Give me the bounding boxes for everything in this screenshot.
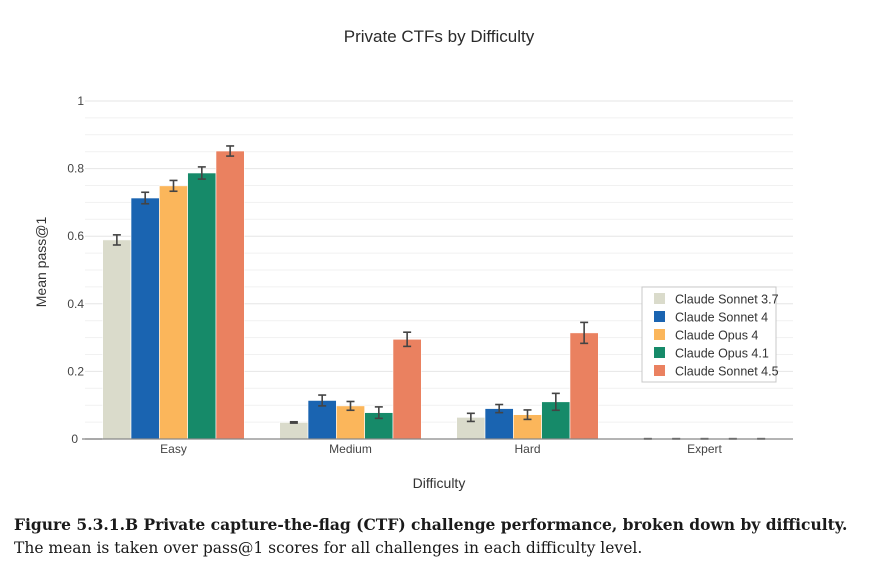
- legend-swatch: [654, 347, 665, 358]
- error-bar: [551, 392, 560, 412]
- error-bar: [226, 145, 235, 157]
- bar: [307, 400, 337, 440]
- x-axis-ticks: Easy Medium Hard Expert: [160, 442, 722, 456]
- y-tick-label: 0.2: [67, 364, 84, 378]
- legend-swatch: [654, 365, 665, 376]
- legend-swatch: [654, 329, 665, 340]
- legend-swatch: [654, 293, 665, 304]
- legend-label: Claude Sonnet 3.7: [675, 293, 779, 307]
- error-bar: [197, 166, 206, 180]
- bar: [187, 172, 217, 440]
- bar: [484, 408, 514, 440]
- x-tick-label: Expert: [687, 442, 722, 456]
- legend-item: Claude Opus 4.1: [654, 347, 769, 361]
- y-axis-ticks: 0 0.2 0.4 0.6 0.8 1: [67, 94, 102, 446]
- x-tick-label: Medium: [329, 442, 372, 456]
- legend-item: Claude Opus 4: [654, 329, 758, 343]
- caption-text: The mean is taken over pass@1 scores for…: [14, 539, 643, 557]
- error-bar: [580, 321, 589, 345]
- legend-item: Claude Sonnet 4.5: [654, 365, 779, 379]
- error-bar: [346, 400, 355, 412]
- bar: [569, 332, 599, 440]
- error-bar: [169, 179, 178, 193]
- x-axis-label: Difficulty: [413, 475, 466, 491]
- legend-item: Claude Sonnet 4: [654, 311, 768, 325]
- error-bar: [289, 420, 298, 424]
- error-bar: [112, 234, 121, 246]
- y-axis-label: Mean pass@1: [33, 217, 49, 308]
- bars: [102, 150, 599, 440]
- bar: [215, 150, 245, 440]
- y-tick-label: 0: [71, 432, 78, 446]
- bar: [130, 197, 160, 440]
- error-bar: [318, 394, 327, 407]
- legend-item: Claude Sonnet 3.7: [654, 293, 779, 307]
- legend-label: Claude Opus 4: [675, 329, 758, 343]
- legend-label: Claude Opus 4.1: [675, 347, 769, 361]
- figure-caption: Figure 5.3.1.B Private capture-the-flag …: [14, 513, 859, 560]
- error-bar: [523, 409, 532, 421]
- caption-bold: Figure 5.3.1.B Private capture-the-flag …: [14, 515, 848, 534]
- legend: Claude Sonnet 3.7 Claude Sonnet 4 Claude O…: [641, 286, 779, 383]
- y-tick-label: 0.8: [67, 162, 84, 176]
- bar-chart: Private CTFs by Difficulty 0 0.2 0.4 0.6 0.8…: [33, 27, 793, 491]
- legend-label: Claude Sonnet 4: [675, 311, 768, 325]
- chart-title: Private CTFs by Difficulty: [344, 27, 535, 46]
- x-tick-label: Easy: [160, 442, 187, 456]
- error-bar: [495, 403, 504, 414]
- bar: [159, 185, 188, 440]
- y-tick-label: 0.6: [67, 229, 84, 243]
- bar: [392, 338, 422, 440]
- error-bar: [403, 331, 412, 348]
- x-tick-label: Hard: [514, 442, 540, 456]
- y-tick-label: 1: [77, 94, 84, 108]
- bar: [279, 422, 309, 440]
- legend-label: Claude Sonnet 4.5: [675, 365, 779, 379]
- y-tick-label: 0.4: [67, 297, 84, 311]
- error-bar: [141, 191, 150, 205]
- error-bar: [374, 406, 383, 420]
- legend-swatch: [654, 311, 665, 322]
- error-bar: [466, 412, 475, 423]
- bar: [102, 239, 132, 440]
